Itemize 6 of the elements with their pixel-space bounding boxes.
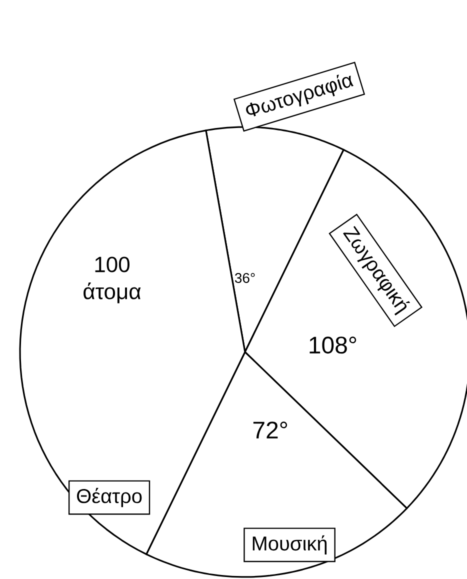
data-label: 36° xyxy=(234,273,255,283)
text: 100 άτομα xyxy=(84,256,141,304)
slice-label: Θέατρο xyxy=(77,488,142,508)
data-label: 108° xyxy=(310,336,356,354)
data-label: 72° xyxy=(253,422,288,438)
slice-label: Μουσική xyxy=(252,535,327,555)
